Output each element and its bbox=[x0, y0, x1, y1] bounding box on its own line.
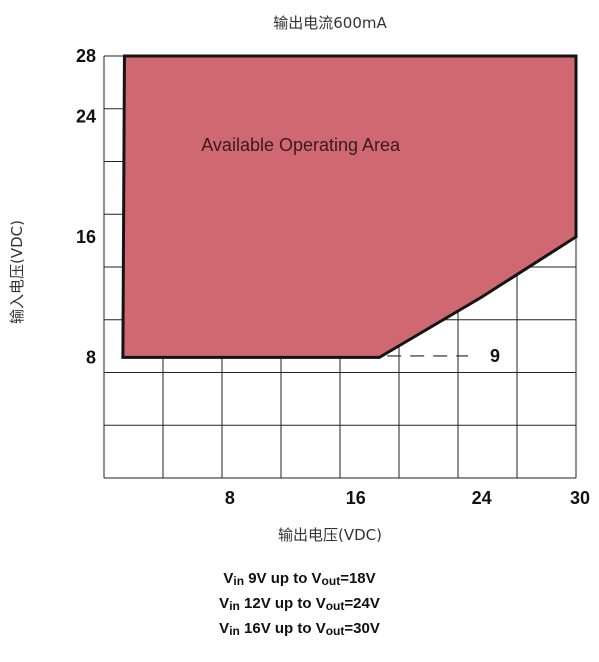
y-tick-label: 28 bbox=[76, 46, 96, 66]
x-tick-label: 24 bbox=[472, 488, 492, 508]
y-axis-title: 输入电压(VDC) bbox=[8, 220, 26, 324]
condition-note: Vin 12V up to Vout=24V bbox=[219, 595, 380, 613]
chart-title: 输出电流600mA bbox=[273, 14, 387, 32]
x-tick-label: 8 bbox=[225, 488, 235, 508]
x-axis-title: 输出电压(VDC) bbox=[278, 526, 382, 544]
y-tick-label: 24 bbox=[76, 106, 96, 126]
area-label: Available Operating Area bbox=[201, 135, 401, 155]
operating-area-chart: 输出电流600mA 输入电压(VDC) 输出电压(VDC) Available … bbox=[8, 14, 590, 544]
x-tick-label: 16 bbox=[346, 488, 366, 508]
condition-note: Vin 9V up to Vout=18V bbox=[223, 570, 376, 588]
operating-area-region bbox=[121, 54, 578, 359]
annotation-layer: 9 bbox=[387, 346, 500, 366]
tick-labels: 8 16 24 30 8 16 24 28 bbox=[76, 46, 590, 508]
y-tick-label: 16 bbox=[76, 227, 96, 247]
annotation-label: 9 bbox=[490, 346, 500, 366]
condition-note: Vin 16V up to Vout=30V bbox=[219, 620, 380, 638]
area-layer: Available Operating Area bbox=[121, 54, 578, 359]
x-tick-label: 30 bbox=[570, 488, 590, 508]
conditions-notes: Vin 9V up to Vout=18V Vin 12V up to Vout… bbox=[0, 566, 599, 641]
y-tick-label: 8 bbox=[86, 347, 96, 367]
